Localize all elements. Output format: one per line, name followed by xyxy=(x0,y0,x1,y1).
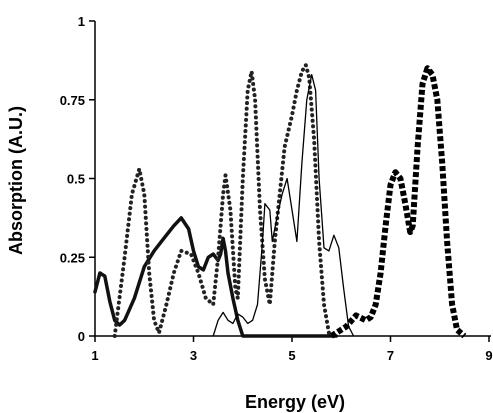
y-tick-label: 0 xyxy=(78,329,85,344)
axes xyxy=(94,21,491,337)
ticks: 1 3 5 7 9 0 0.25 0.5 0.75 1 xyxy=(60,14,493,363)
y-tick-label: 0.25 xyxy=(60,250,85,265)
x-tick-label: 5 xyxy=(288,348,295,363)
y-tick-label: 0.75 xyxy=(60,93,85,108)
x-axis-title: Energy (eV) xyxy=(245,392,345,412)
y-tick-label: 0.5 xyxy=(67,172,85,187)
series-group xyxy=(93,63,467,339)
y-tick-label: 1 xyxy=(78,14,85,29)
x-tick-label: 9 xyxy=(485,348,492,363)
x-tick-label: 7 xyxy=(387,348,394,363)
series-line-4 xyxy=(329,65,467,339)
series-line-3 xyxy=(212,73,355,337)
series-line-2 xyxy=(112,63,334,338)
x-tick-label: 1 xyxy=(91,348,98,363)
x-tick-label: 3 xyxy=(190,348,197,363)
series-line-1 xyxy=(93,216,339,338)
y-axis-title: Absorption (A.U.) xyxy=(6,106,26,255)
